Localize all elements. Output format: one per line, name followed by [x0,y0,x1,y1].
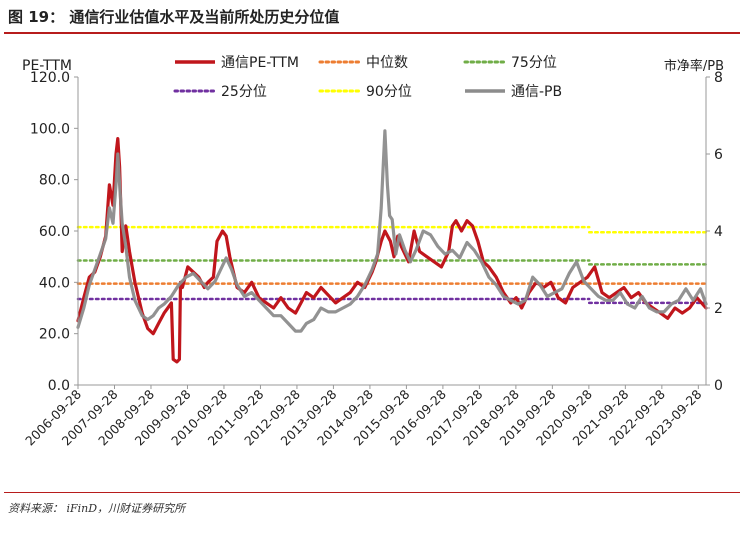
source-note: 资料来源： iFinD，川财证券研究所 [8,502,186,515]
right-axis-title: 市净率/PB [664,58,724,74]
legend-label: 90分位 [366,84,412,100]
legend-label: 通信PE-TTM [221,55,299,71]
right-tick-label: 2 [714,301,723,317]
series-line-通信PE-TTM [76,137,708,364]
right-tick-label: 8 [714,70,723,86]
pe-pb-chart: 0.020.040.060.080.0100.0120.0024682006-0… [22,55,724,448]
right-tick-label: 4 [714,224,723,240]
left-tick-label: 0.0 [48,378,70,394]
legend-label: 中位数 [366,55,408,71]
left-tick-label: 100.0 [30,121,70,137]
left-tick-label: 60.0 [39,224,70,240]
left-tick-label: 80.0 [39,173,70,189]
left-axis-title: PE-TTM [22,58,72,74]
right-tick-label: 6 [714,147,723,163]
legend-label: 75分位 [511,55,557,71]
right-tick-label: 0 [714,378,723,394]
title-rule [4,32,740,34]
left-tick-label: 40.0 [39,275,70,291]
legend-label: 25分位 [221,84,267,100]
left-tick-label: 20.0 [39,327,70,343]
legend-label: 通信-PB [511,84,562,100]
source-rule [4,492,740,493]
left-tick-label: 120.0 [30,70,70,86]
figure-title: 图 19： 通信行业估值水平及当前所处历史分位值 [8,8,340,26]
series-line-通信-PB [76,129,708,333]
